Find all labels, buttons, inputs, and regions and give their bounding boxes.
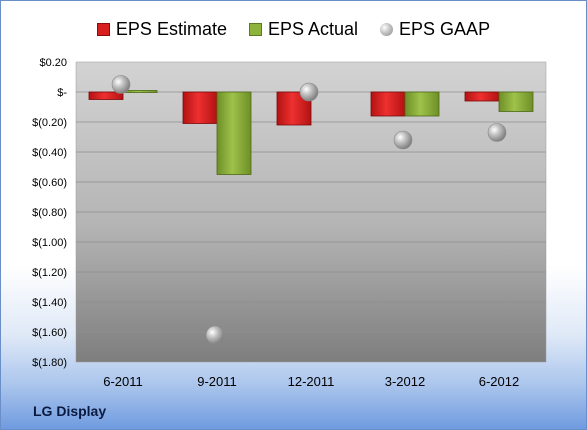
legend: EPS Estimate EPS Actual EPS GAAP: [1, 17, 586, 41]
point-eps-gaap: [299, 82, 319, 102]
bar-eps-actual: [404, 91, 440, 117]
y-tick-label: $(1.80): [32, 357, 67, 369]
y-tick-label: $(1.00): [32, 237, 67, 249]
legend-label-gaap: EPS GAAP: [399, 18, 491, 39]
x-axis: 6-2011 9-2011 12-2011 3-2012 6-2012: [103, 374, 519, 389]
legend-swatch-actual: [248, 22, 262, 36]
point-eps-gaap: [487, 123, 507, 142]
bar-eps-actual: [498, 91, 534, 112]
y-tick-label: $0.20: [39, 57, 67, 69]
x-tick-label: 6-2011: [103, 374, 143, 389]
point-eps-gaap: [393, 130, 413, 150]
y-tick-label: $(0.60): [32, 177, 67, 189]
legend-swatch-gaap: [380, 22, 394, 36]
legend-item-eps-estimate: EPS Estimate: [96, 18, 227, 40]
y-tick-label: $-: [57, 87, 67, 99]
legend-label-actual: EPS Actual: [267, 18, 359, 39]
y-tick-label: $(1.20): [32, 267, 67, 279]
point-eps-gaap: [205, 325, 225, 345]
bars: [88, 90, 534, 175]
bar-eps-estimate: [182, 91, 218, 124]
x-tick-label: 9-2011: [197, 374, 237, 389]
y-tick-label: $(0.80): [32, 207, 67, 219]
y-tick-label: $(0.40): [32, 147, 67, 159]
y-axis: $0.20 $- $(0.20) $(0.40) $(0.60) $(0.80) $(1.0…: [32, 57, 67, 369]
bar-eps-actual: [216, 91, 252, 175]
y-tick-label: $(1.40): [32, 297, 67, 309]
y-tick-label: $(0.20): [32, 117, 67, 129]
legend-item-eps-gaap: EPS GAAP: [380, 19, 490, 40]
bar-eps-estimate: [464, 91, 500, 102]
bar-eps-estimate: [88, 91, 124, 100]
gaap-points: [111, 75, 507, 345]
bar-eps-actual: [122, 90, 158, 93]
x-tick-label: 12-2011: [288, 374, 335, 389]
point-eps-gaap: [111, 75, 131, 94]
legend-swatch-estimate: [96, 22, 110, 36]
y-tick-label: $(1.60): [32, 327, 67, 339]
legend-label-estimate: EPS Estimate: [115, 18, 227, 39]
x-tick-label: 6-2012: [479, 374, 519, 389]
x-tick-label: 3-2012: [385, 374, 425, 389]
legend-item-eps-actual: EPS Actual: [248, 18, 359, 40]
bar-eps-estimate: [370, 91, 406, 117]
company-label: LG Display: [33, 403, 107, 419]
